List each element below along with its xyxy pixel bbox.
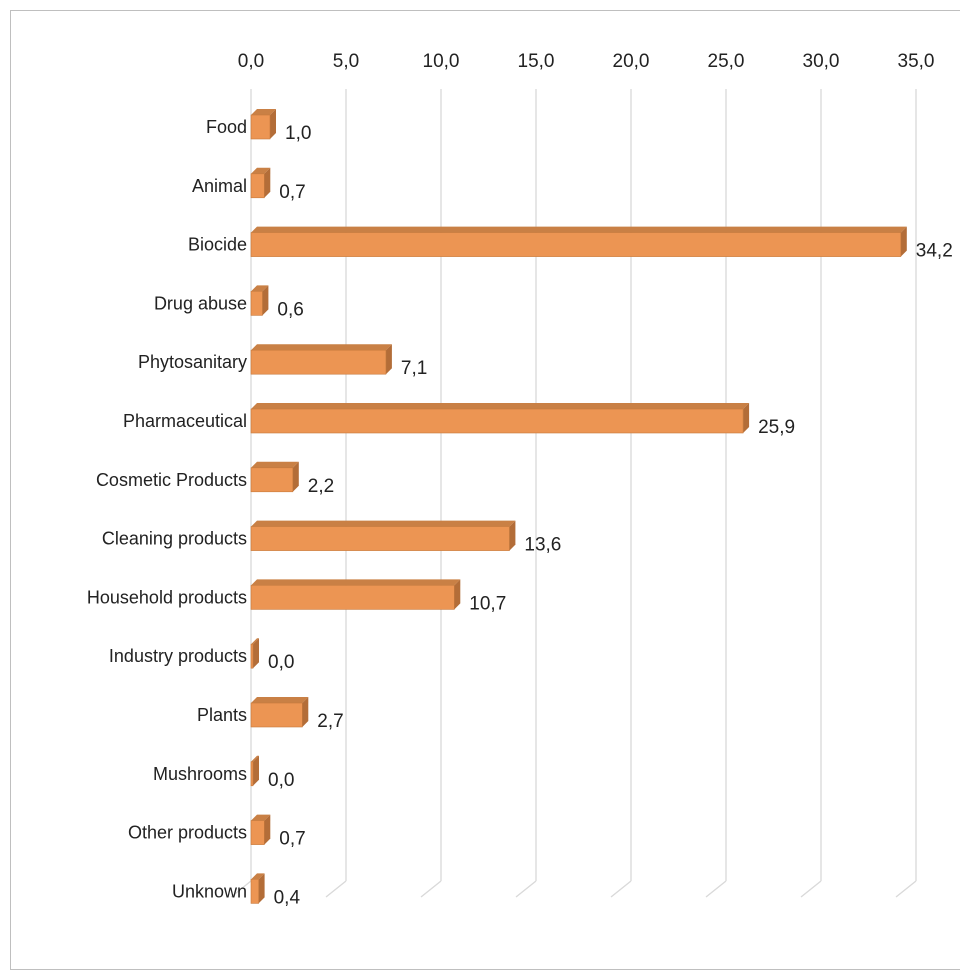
category-label: Other products (128, 823, 247, 843)
bar-top-face (251, 403, 750, 409)
bar-side-face (743, 403, 750, 433)
category-label: Phytosanitary (138, 352, 247, 372)
bar-side-face (253, 638, 259, 669)
gridline-floor (420, 880, 442, 898)
gridline-floor (230, 880, 252, 898)
bar (250, 879, 259, 904)
data-label: 0,0 (268, 770, 294, 791)
gridline-floor (515, 880, 537, 898)
bar-chart: 0,0 5,0 10,0 15,0 20,0 25,0 30,0 35,0 Food Anima… (87, 51, 953, 908)
bar-top-face (251, 579, 461, 586)
bar-top-face (251, 697, 309, 703)
bar (250, 291, 263, 316)
category-label: Industry products (109, 646, 247, 666)
chart-frame: 0,0 5,0 10,0 15,0 20,0 25,0 30,0 35,0 Food Anima… (10, 10, 960, 970)
axis-tick-label: 25,0 (708, 51, 745, 72)
axis-tick-label: 10,0 (423, 51, 460, 72)
bar (250, 820, 265, 845)
axis-tick-label: 5,0 (333, 51, 359, 72)
data-label: 13,6 (524, 535, 561, 556)
gridline-floor (610, 880, 632, 898)
bar-top-face (251, 520, 516, 527)
data-label: 0,0 (268, 652, 294, 673)
bar (250, 173, 265, 199)
data-label: 0,7 (279, 182, 305, 203)
data-label: 10,7 (469, 593, 506, 614)
axis-tick-label: 15,0 (518, 51, 555, 72)
bar (250, 761, 254, 787)
bar-top-face (251, 461, 299, 468)
category-label: Pharmaceutical (123, 411, 247, 431)
data-label: 34,2 (916, 241, 953, 262)
gridline-floor (800, 880, 822, 898)
category-label: Cleaning products (102, 529, 247, 549)
gridline-floor (895, 880, 917, 898)
bar-side-face (454, 579, 461, 610)
bar (250, 585, 455, 610)
category-label: Food (206, 117, 247, 137)
bar (250, 408, 744, 434)
bar (250, 114, 271, 140)
bar (250, 349, 387, 375)
bars (250, 109, 907, 904)
axis-tick-label: 30,0 (803, 51, 840, 72)
bar-side-face (385, 344, 392, 375)
data-label: 1,0 (285, 123, 311, 144)
category-label: Animal (192, 176, 247, 196)
bar (250, 526, 510, 551)
bar-side-face (262, 285, 269, 316)
gridline-floor (705, 880, 727, 898)
bar-side-face (509, 520, 516, 551)
axis-tick-label: 0,0 (238, 51, 264, 72)
data-label: 2,2 (308, 476, 334, 497)
bar-top-face (251, 755, 259, 762)
bar-side-face (264, 167, 271, 198)
bar-side-face (253, 755, 259, 786)
category-label: Mushrooms (153, 764, 247, 784)
category-label: Biocide (188, 235, 247, 255)
bar-side-face (292, 461, 299, 492)
bar-side-face (270, 109, 276, 139)
bar-side-face (258, 873, 265, 904)
bar-side-face (264, 814, 271, 845)
bar-top-face (251, 285, 269, 292)
bar (250, 702, 303, 728)
data-label: 25,9 (758, 417, 795, 438)
bar-top-face (251, 226, 907, 233)
bar-top-face (251, 167, 271, 174)
data-label: 2,7 (317, 711, 343, 732)
bar (250, 643, 254, 669)
data-label: 7,1 (401, 358, 427, 379)
category-label: Plants (197, 705, 247, 725)
gridline-floor (325, 880, 347, 898)
axis-tick-labels: 0,0 5,0 10,0 15,0 20,0 25,0 30,0 35,0 (238, 51, 935, 72)
bar (250, 232, 902, 257)
category-labels: Food Animal Biocide Drug abuse Phytosanitary… (87, 117, 247, 901)
bar-top-face (251, 814, 271, 821)
bar-side-face (900, 226, 907, 257)
data-label: 0,6 (277, 299, 303, 320)
bar-top-face (251, 638, 259, 645)
bar (250, 467, 294, 493)
bar-top-face (251, 344, 392, 351)
data-label: 0,4 (274, 887, 301, 908)
category-label: Unknown (172, 881, 247, 901)
bar-top-face (251, 873, 265, 880)
axis-tick-label: 35,0 (898, 51, 935, 72)
data-labels: 1,0 0,7 34,2 0,6 7,1 25,9 2,2 13,6 10,7 0,0 2,7 0,0… (268, 123, 953, 908)
category-label: Cosmetic Products (96, 470, 247, 490)
category-label: Household products (87, 587, 247, 607)
axis-tick-label: 20,0 (613, 51, 650, 72)
gridlines (230, 89, 917, 898)
data-label: 0,7 (279, 829, 305, 850)
category-label: Drug abuse (154, 293, 247, 313)
bar-top-face (251, 109, 276, 115)
bar-side-face (302, 697, 309, 727)
